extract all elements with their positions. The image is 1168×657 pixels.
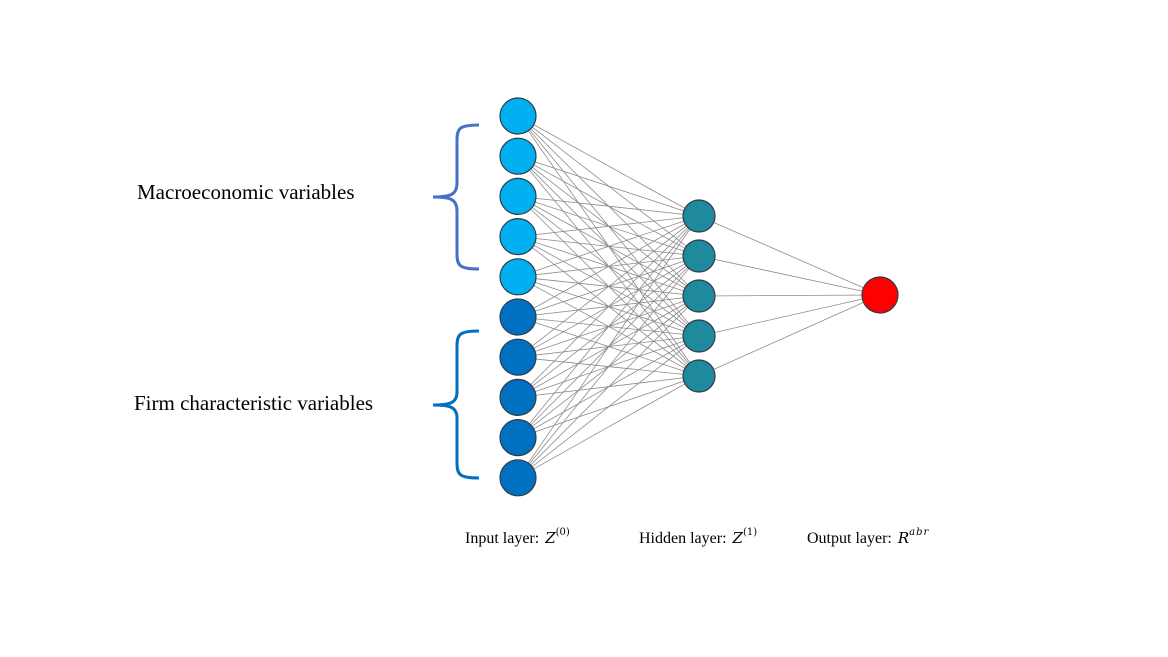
input-layer-symbol: Z(0) <box>545 527 570 547</box>
edge-input-hidden <box>517 215 700 479</box>
hidden-layer-symbol: Z(1) <box>732 527 758 547</box>
edge-input-hidden <box>517 295 700 479</box>
firm-brace <box>432 329 480 480</box>
edge-input-hidden <box>517 215 700 398</box>
edge-hidden-output <box>698 255 881 296</box>
hidden-node <box>682 239 716 273</box>
edge-hidden-output <box>698 294 881 377</box>
edge-input-hidden <box>517 215 700 358</box>
network-nodes <box>499 97 899 497</box>
edge-input-hidden <box>517 255 700 479</box>
edge-input-hidden <box>517 215 700 237</box>
edge-input-hidden <box>517 155 700 217</box>
firm-variables-label: Firm characteristic variables <box>134 391 374 415</box>
edge-input-hidden <box>517 196 700 217</box>
edge-input-hidden <box>517 375 700 479</box>
edge-input-hidden <box>517 215 700 278</box>
input-node-macro <box>499 97 537 135</box>
edge-hidden-output <box>698 215 881 296</box>
input-node-firm <box>499 378 537 416</box>
edge-input-hidden <box>517 335 700 479</box>
edge-hidden-output <box>698 294 881 297</box>
output-layer-symbol: Rabr <box>897 527 930 547</box>
connection-edges <box>517 115 881 479</box>
input-node-firm <box>499 298 537 336</box>
macro-variables-label: Macroeconomic variables <box>137 180 355 204</box>
output-layer-text: Output layer: <box>807 530 892 547</box>
hidden-layer-text: Hidden layer: <box>639 530 727 547</box>
input-node-firm <box>499 338 537 376</box>
input-node-macro <box>499 177 537 215</box>
input-layer-caption: Input layer: Z(0) <box>465 527 570 548</box>
input-node-macro <box>499 218 537 256</box>
output-layer-caption: Output layer: Rabr <box>807 527 930 548</box>
edge-input-hidden <box>517 215 700 318</box>
macro-brace <box>432 123 480 271</box>
input-node-macro <box>499 258 537 296</box>
hidden-node <box>682 279 716 313</box>
edge-input-hidden <box>517 115 700 217</box>
input-node-firm <box>499 459 537 497</box>
input-layer-text: Input layer: <box>465 530 540 547</box>
edge-input-hidden <box>517 215 700 438</box>
output-node <box>861 276 899 314</box>
hidden-layer-caption: Hidden layer: Z(1) <box>639 527 758 548</box>
edge-hidden-output <box>698 294 881 337</box>
input-node-macro <box>499 137 537 175</box>
hidden-node <box>682 359 716 393</box>
input-node-firm <box>499 419 537 457</box>
hidden-node <box>682 199 716 233</box>
hidden-node <box>682 319 716 353</box>
